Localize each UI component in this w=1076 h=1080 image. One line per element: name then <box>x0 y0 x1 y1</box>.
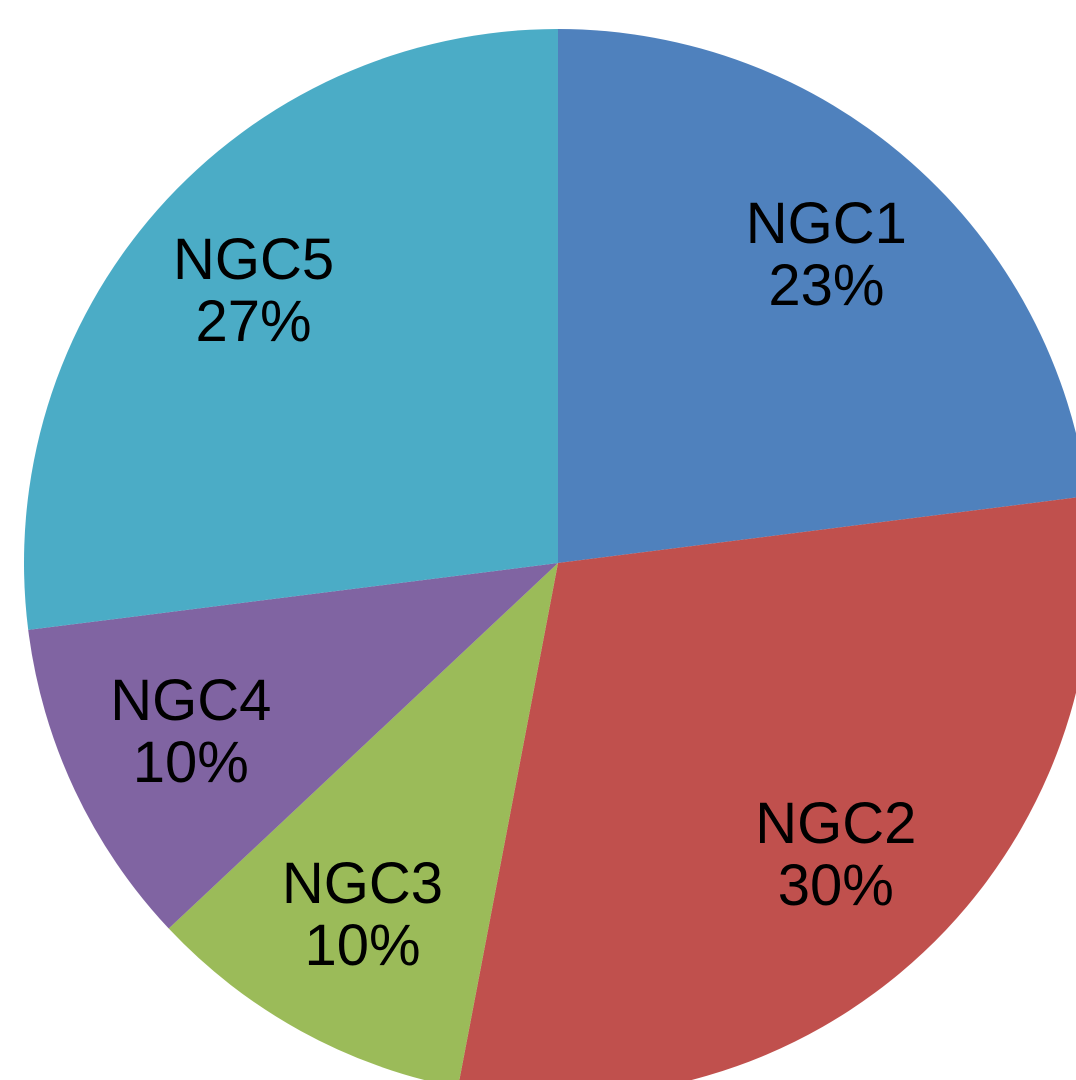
slice-category-label: NGC2 <box>755 791 916 856</box>
pie-slice <box>28 563 558 929</box>
pie-slice <box>23 29 558 630</box>
slice-value-label: 30% <box>778 853 894 918</box>
slice-value-label: 10% <box>133 730 249 795</box>
pie-slice <box>558 29 1076 563</box>
slice-category-label: NGC5 <box>173 227 334 292</box>
pie-slice <box>168 563 558 1080</box>
slice-category-label: NGC1 <box>746 191 907 256</box>
slice-value-label: 27% <box>196 289 312 354</box>
slice-category-label: NGC4 <box>110 668 271 733</box>
slice-value-label: 10% <box>304 913 420 978</box>
slice-value-label: 23% <box>768 253 884 318</box>
pie-slice <box>459 497 1076 1080</box>
slice-category-label: NGC3 <box>282 851 443 916</box>
